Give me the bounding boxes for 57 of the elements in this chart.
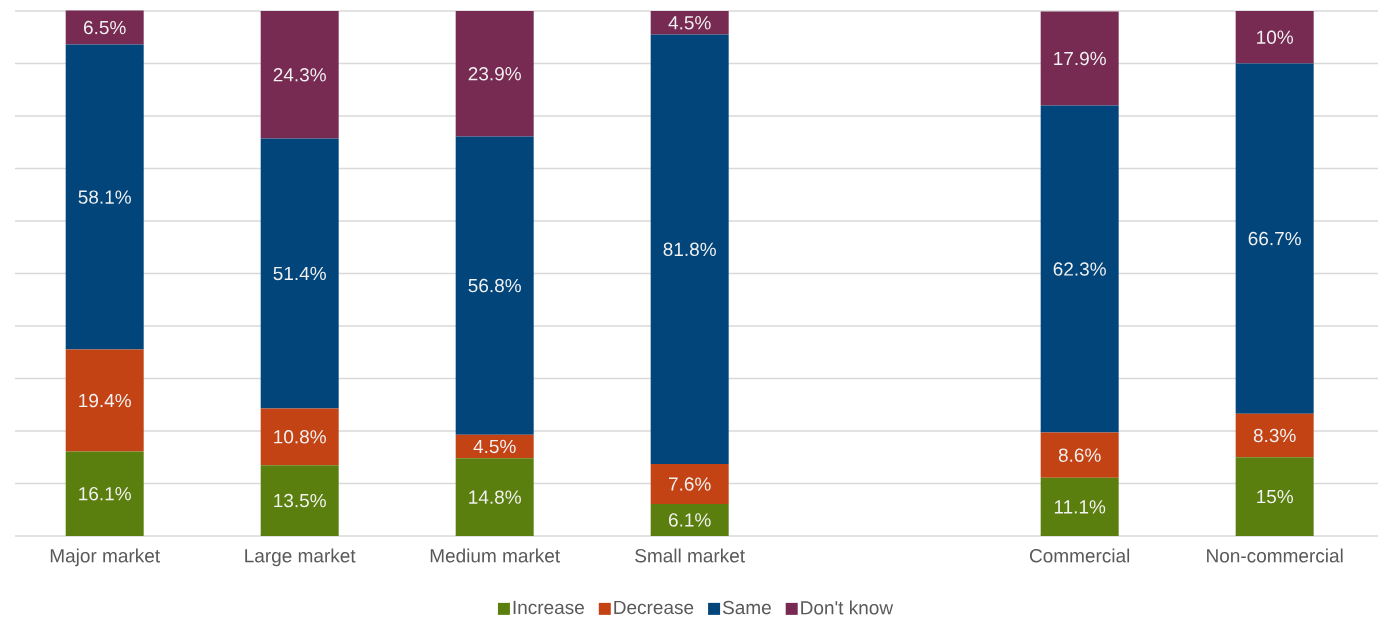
data-label: 11.1% [1054,500,1106,514]
bar [650,464,729,504]
data-label: 14.8% [469,490,521,504]
x-tick-label: Large market [245,548,356,567]
legend-label: Decrease [614,600,694,615]
bar [1040,432,1119,478]
bar [1235,63,1314,414]
bar [1235,413,1314,458]
data-label: 10% [1257,30,1294,44]
data-label: 6.1% [669,513,711,527]
bar [650,503,729,536]
data-label: 17.9% [1054,51,1106,66]
x-tick-label: Medium market [430,548,560,563]
legend-label: Don't know [801,600,894,615]
x-tick-label: Commercial [1029,548,1130,563]
legend-label: Same [722,600,771,615]
bar [65,10,144,45]
data-label: 58.1% [78,190,131,204]
bar [260,465,339,536]
bar [65,451,144,536]
data-label: 66.7% [1248,231,1301,246]
data-label: 10.8% [274,430,326,444]
data-label: 62.3% [1053,262,1106,276]
bar [1235,457,1314,536]
bar [1040,11,1119,106]
bar [1040,477,1119,536]
data-label: 15% [1257,489,1294,504]
data-label: 51.4% [273,266,326,281]
data-label: 56.8% [468,278,521,293]
x-tick-label: Non-commercial [1207,548,1343,563]
data-label: 81.8% [663,242,716,257]
bar [1235,10,1314,64]
bar [260,408,339,466]
data-label: 4.5% [668,16,711,30]
data-label: 8.3% [1253,428,1296,443]
data-label: 13.5% [274,493,326,508]
x-tick-label: Small market [635,548,745,563]
data-label: 16.1% [79,487,131,501]
bar [65,349,144,452]
bar [455,10,534,137]
data-label: 19.4% [79,393,131,408]
data-label: 7.6% [669,477,711,491]
bar [455,136,534,435]
data-label: 23.9% [468,67,521,81]
bar [455,458,534,536]
data-label: 8.6% [1058,448,1101,462]
bar [1040,105,1119,433]
bar [260,138,339,409]
bar [650,10,729,35]
x-tick-label: Major market [50,548,160,567]
data-label: 6.5% [84,20,126,35]
bar [65,44,144,350]
legend-label: Increase [513,600,584,615]
bar [650,34,729,465]
data-label: 24.3% [273,68,326,82]
bar [260,10,339,139]
data-label: 4.5% [473,439,516,454]
